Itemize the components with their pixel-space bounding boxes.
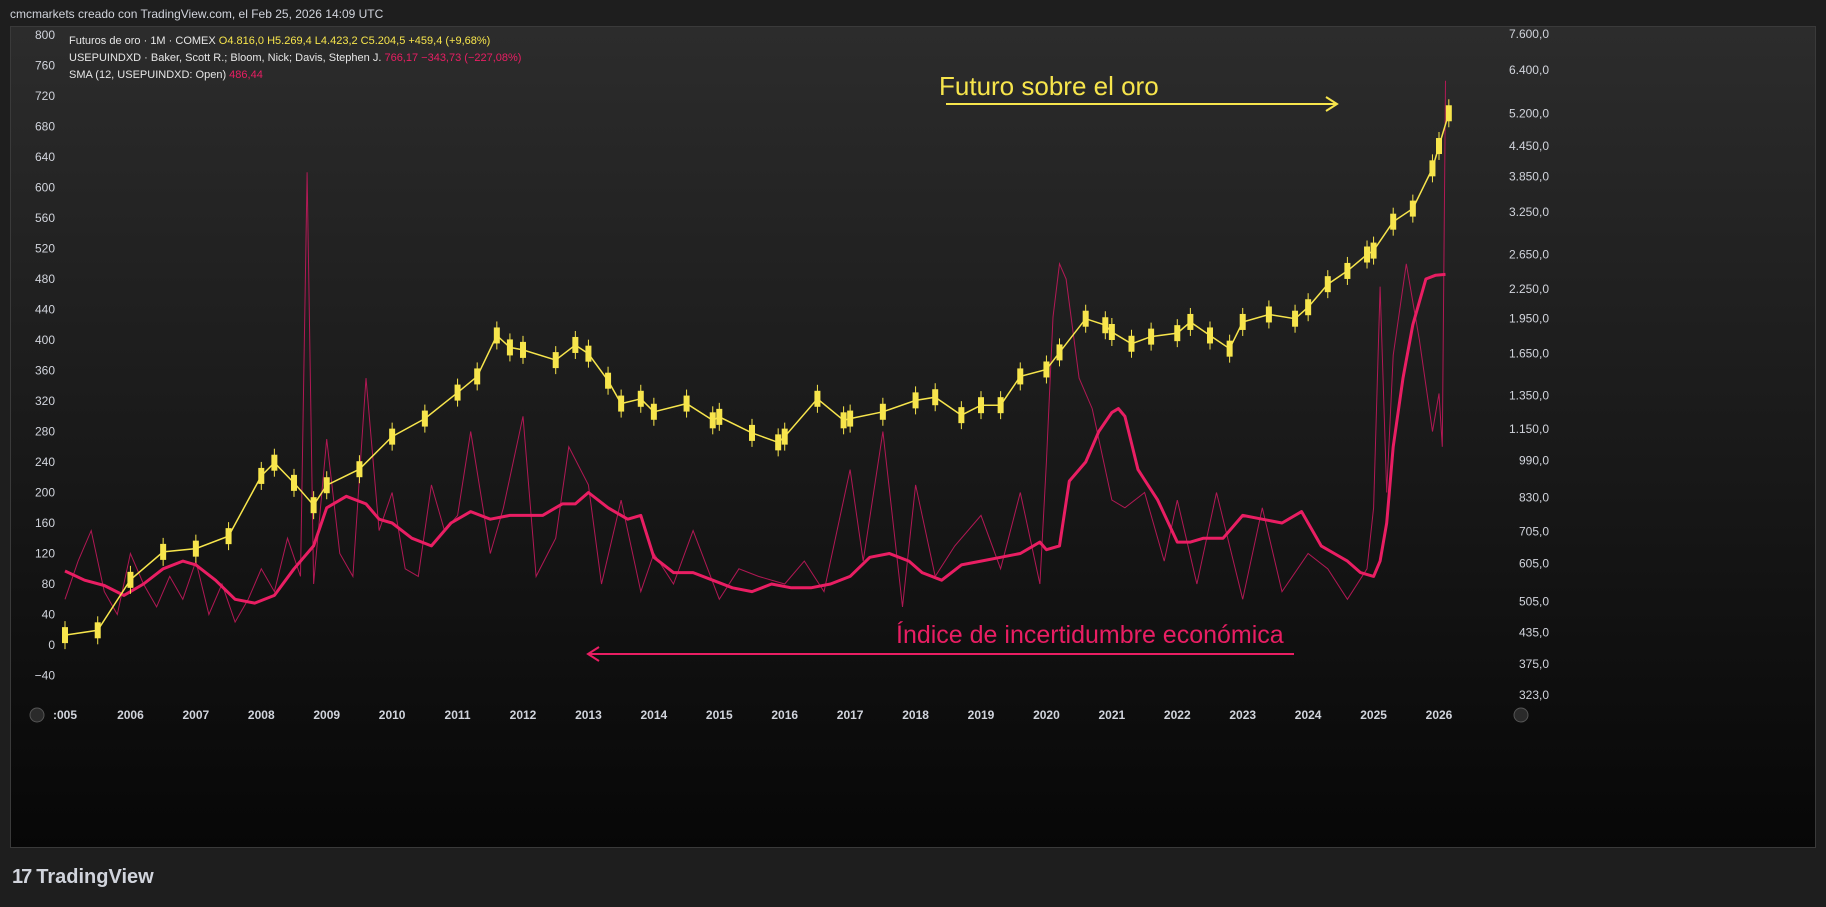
x-tick-label: 2006 [117,708,144,722]
legend-sma-name: SMA (12, USEPUINDXD: Open) [69,69,227,81]
annotation-epu: Índice de incertidumbre económica [896,620,1284,649]
auto-scale-button [1513,707,1529,723]
right-tick-label: 3.850,0 [1509,169,1549,183]
epu-sma-line [64,272,1446,605]
left-tick-label: 160 [35,516,55,530]
right-tick-label: 2.650,0 [1509,248,1549,262]
x-tick-label: 2016 [771,708,798,722]
left-tick-label: 760 [35,59,55,73]
x-tick-label: 2008 [248,708,275,722]
right-tick-label: 605,0 [1519,557,1549,571]
left-tick-label: 720 [35,89,55,103]
right-tick-label: 6.400,0 [1509,63,1549,77]
right-tick-label: 7.600,0 [1509,27,1549,41]
right-tick-label: 1.150,0 [1509,422,1549,436]
left-tick-label: 0 [48,638,55,652]
x-tick-label: 2011 [445,708,471,722]
tradingview-brand[interactable]: 17 TradingView [12,866,154,889]
x-tick-label: 2018 [902,708,929,722]
x-tick-label: 2009 [313,708,340,722]
x-tick-label: 2022 [1164,708,1191,722]
legend-gold[interactable]: Futuros de oro · 1M · COMEX O4.816,0 H5.… [69,33,521,50]
right-tick-label: 3.250,0 [1509,205,1549,219]
left-tick-label: 680 [35,120,55,134]
right-tick-label: 4.450,0 [1509,139,1549,153]
legend-sma-values: 486,44 [229,69,263,81]
legend-epu[interactable]: USEPUINDXD · Baker, Scott R.; Bloom, Nic… [69,50,521,67]
left-tick-label: 280 [35,425,55,439]
chart-svg[interactable]: 8007607206806406005605204804404003603202… [11,27,1815,847]
tradingview-name: TradingView [36,866,154,888]
x-tick-label: 2021 [1099,708,1126,722]
chart-panel[interactable]: 800 760 720 680 640 600 560 520 480 440 400 360 320 2… [10,26,1816,848]
left-tick-label: 800 [35,28,55,42]
x-tick-label: 2014 [641,708,668,722]
left-tick-label: 520 [35,242,55,256]
x-tick-label: 2025 [1360,708,1387,722]
left-tick-label: 120 [35,547,55,561]
x-tick-label: 2017 [837,708,864,722]
epu-index-line [64,80,1446,624]
right-tick-label: 705,0 [1519,525,1549,539]
left-tick-label: 400 [35,333,55,347]
x-tick-label: 2013 [575,708,602,722]
left-tick-label: 360 [35,364,55,378]
left-tick-label: 320 [35,394,55,408]
right-tick-label: 990,0 [1519,454,1549,468]
left-tick-label: 560 [35,211,55,225]
x-tick-label: :005 [53,708,77,722]
legend-epu-name: USEPUINDXD · Baker, Scott R.; Bloom, Nic… [69,52,382,64]
legend-epu-values: 766,17 −343,73 (−227,08%) [384,52,522,64]
left-tick-label: −40 [35,669,56,683]
right-tick-label: 435,0 [1519,626,1549,640]
x-tick-label: 2020 [1033,708,1060,722]
legend-sma[interactable]: SMA (12, USEPUINDXD: Open) 486,44 [69,67,521,84]
right-tick-label: 2.250,0 [1509,282,1549,296]
right-tick-label: 830,0 [1519,490,1549,504]
annotation-epu-arrowhead [586,646,600,662]
timezone-button [29,707,45,723]
right-tick-label: 375,0 [1519,657,1549,671]
x-tick-label: 2023 [1229,708,1256,722]
annotation-gold-arrowhead [1325,96,1339,112]
left-tick-label: 640 [35,150,55,164]
left-tick-label: 200 [35,486,55,500]
right-tick-label: 323,0 [1519,688,1549,702]
x-tick-label: 2026 [1426,708,1453,722]
x-tick-label: 2007 [183,708,210,722]
left-tick-label: 440 [35,303,55,317]
right-tick-label: 1.650,0 [1509,347,1549,361]
gold-futures-line [64,113,1450,636]
right-tick-label: 5.200,0 [1509,106,1549,120]
chart-legend: Futuros de oro · 1M · COMEX O4.816,0 H5.… [69,33,521,84]
left-tick-label: 480 [35,272,55,286]
x-tick-label: 2024 [1295,708,1322,722]
x-tick-label: 2019 [968,708,995,722]
right-tick-label: 505,0 [1519,594,1549,608]
right-tick-label: 1.950,0 [1509,312,1549,326]
right-tick-label: 1.350,0 [1509,389,1549,403]
x-tick-label: 2010 [379,708,406,722]
chart-header: cmcmarkets creado con TradingView.com, e… [10,7,384,21]
annotation-gold: Futuro sobre el oro [939,71,1159,101]
left-tick-label: 240 [35,455,55,469]
left-tick-label: 40 [42,608,56,622]
left-tick-label: 80 [42,577,56,591]
left-tick-label: 600 [35,181,55,195]
x-tick-label: 2015 [706,708,733,722]
legend-gold-name: Futuros de oro · 1M · COMEX [69,35,216,47]
x-tick-label: 2012 [510,708,537,722]
tradingview-logo-icon: 17 [12,866,32,888]
legend-gold-ohlc: O4.816,0 H5.269,4 L4.423,2 C5.204,5 +459… [218,35,491,47]
